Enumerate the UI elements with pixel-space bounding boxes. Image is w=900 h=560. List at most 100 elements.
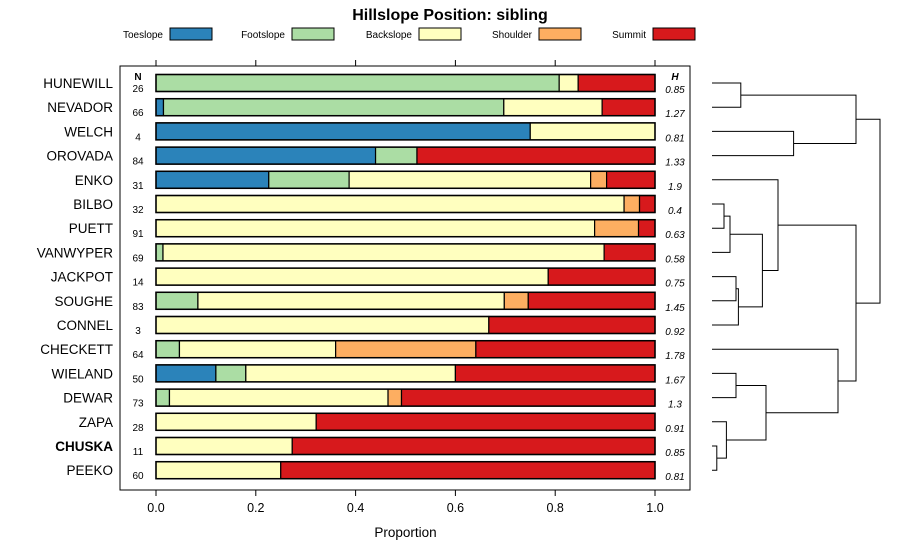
bar-segment-summit xyxy=(638,194,656,214)
bar-rows: HUNEWILL 26 0.85 NEVADOR 66 1.27 WELCH 4 0.81 ORO… xyxy=(37,73,685,483)
bar-segment-summit xyxy=(400,388,656,407)
bar-segment-backslope xyxy=(155,267,549,286)
bar-segment-backslope xyxy=(155,412,317,431)
x-tick-label: 0.2 xyxy=(247,501,264,515)
bar-segment-footslope xyxy=(215,364,247,383)
row-label: ENKO xyxy=(75,173,113,188)
bar-segment-toeslope xyxy=(155,170,270,189)
bar-segment-backslope xyxy=(155,194,625,214)
row-h: 0.58 xyxy=(665,254,685,265)
row-wieland: WIELAND 50 1.67 xyxy=(51,364,685,386)
row-h: 0.85 xyxy=(665,85,685,96)
bar-segment-backslope xyxy=(503,98,603,117)
bar-segment-backslope xyxy=(162,243,605,262)
dendrogram-branch xyxy=(712,82,742,108)
row-label: CONNEL xyxy=(57,318,114,333)
bar-segment-shoulder xyxy=(623,194,641,214)
x-tick-label: 1.0 xyxy=(646,501,663,515)
row-hunewill: HUNEWILL 26 0.85 xyxy=(43,73,685,96)
x-tick-label: 0.4 xyxy=(347,501,364,515)
row-n: 66 xyxy=(132,108,144,119)
row-label: NEVADOR xyxy=(47,100,113,115)
bar-outline xyxy=(155,97,656,117)
bar-outline xyxy=(155,122,656,141)
dendrogram-branch xyxy=(712,348,839,414)
bar-segment-shoulder xyxy=(590,170,608,189)
bar-outline xyxy=(155,388,656,407)
row-n: 60 xyxy=(132,471,144,482)
bar-segment-footslope xyxy=(162,98,505,117)
bar-segment-toeslope xyxy=(155,122,531,141)
n-header: N xyxy=(134,72,141,83)
dendrogram-branch xyxy=(778,224,857,382)
row-dewar: DEWAR 73 1.3 xyxy=(63,388,682,411)
row-h: 0.4 xyxy=(668,206,682,217)
row-zapa: ZAPA 28 0.91 xyxy=(79,412,685,435)
row-h: 0.85 xyxy=(665,448,685,459)
row-n: 28 xyxy=(132,423,144,434)
legend: Toeslope Footslope Backslope Shoulder Summit xyxy=(123,27,696,41)
bar-segment-summit xyxy=(605,170,656,189)
bar-segment-shoulder xyxy=(594,219,640,238)
row-h: 1.33 xyxy=(665,158,685,169)
row-label: CHECKETT xyxy=(40,342,113,357)
bar-segment-toeslope xyxy=(155,146,377,165)
bar-segment-footslope xyxy=(155,388,171,407)
row-n: 84 xyxy=(132,157,144,168)
bar-segment-backslope xyxy=(155,436,293,456)
dendrogram-branch xyxy=(712,215,731,253)
bar-outline xyxy=(155,218,656,238)
bar-segment-backslope xyxy=(168,388,389,407)
row-label: WIELAND xyxy=(51,366,113,381)
dendrogram-branch xyxy=(740,94,857,144)
bar-outline xyxy=(155,460,656,480)
bar-segment-backslope xyxy=(529,122,656,141)
legend-swatch-toeslope xyxy=(169,27,213,41)
row-jackpot: JACKPOT 14 0.75 xyxy=(51,267,685,290)
bar-segment-backslope xyxy=(197,291,505,310)
row-label: PEEKO xyxy=(66,463,113,478)
row-h: 0.63 xyxy=(665,230,685,241)
row-label: ZAPA xyxy=(79,415,113,430)
bar-segment-summit xyxy=(601,98,656,117)
bar-segment-backslope xyxy=(348,170,592,189)
row-n: 69 xyxy=(132,253,144,264)
legend-swatch-summit xyxy=(652,27,696,41)
dendrogram-branch xyxy=(712,445,718,471)
bar-segment-backslope xyxy=(245,364,457,383)
row-n: 83 xyxy=(132,302,144,313)
legend-label-shoulder: Shoulder xyxy=(492,30,533,41)
row-bilbo: BILBO 32 0.4 xyxy=(73,194,682,217)
bar-segment-backslope xyxy=(558,73,579,93)
row-label: HUNEWILL xyxy=(43,76,113,91)
bar-segment-footslope xyxy=(155,340,181,359)
bar-segment-summit xyxy=(527,291,656,310)
x-axis-title: Proportion xyxy=(374,525,436,540)
row-n: 3 xyxy=(135,326,141,337)
row-label: JACKPOT xyxy=(51,270,113,285)
bar-outline xyxy=(155,436,656,456)
bar-segment-summit xyxy=(488,315,656,335)
dendrogram-branch xyxy=(712,130,795,157)
bar-segment-toeslope xyxy=(155,98,165,117)
bar-segment-shoulder xyxy=(503,291,529,310)
chart-title: Hillslope Position: sibling xyxy=(352,7,548,24)
legend-label-backslope: Backslope xyxy=(366,30,413,41)
row-orovada: OROVADA 84 1.33 xyxy=(46,146,685,169)
row-h: 1.67 xyxy=(665,375,685,386)
legend-label-footslope: Footslope xyxy=(241,30,285,41)
row-vanwyper: VANWYPER 69 0.58 xyxy=(37,243,685,265)
x-tick-label: 0.0 xyxy=(147,501,164,515)
panel-border xyxy=(119,65,691,491)
bar-segment-summit xyxy=(315,412,656,431)
row-h: 0.81 xyxy=(665,133,684,144)
bar-outline xyxy=(155,315,656,335)
bar-segment-shoulder xyxy=(387,388,403,407)
row-n: 73 xyxy=(132,399,144,410)
row-h: 0.92 xyxy=(665,327,685,338)
bar-segment-footslope xyxy=(155,243,164,262)
dendrogram-branch xyxy=(712,372,737,399)
row-label: CHUSKA xyxy=(55,439,113,454)
row-label: VANWYPER xyxy=(37,245,114,260)
